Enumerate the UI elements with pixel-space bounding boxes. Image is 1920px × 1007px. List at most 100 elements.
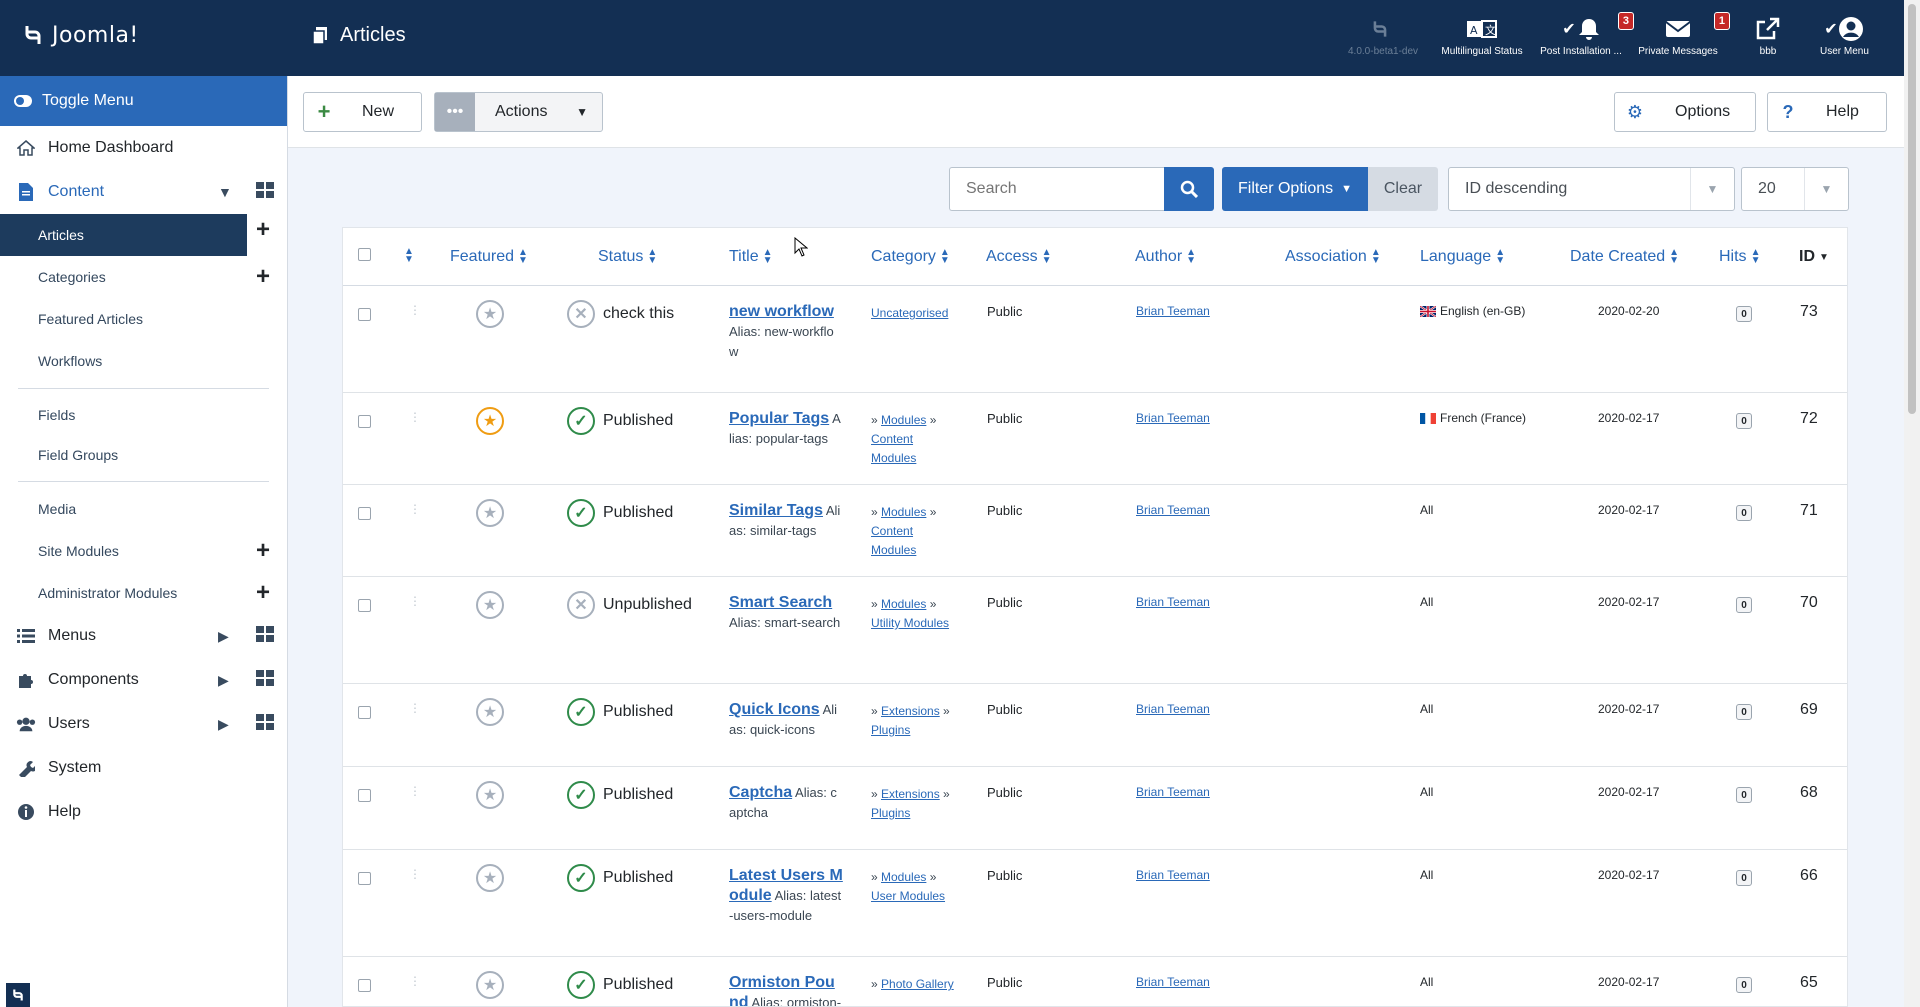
chevron-right-icon[interactable]: ▶: [218, 627, 229, 644]
article-title-link[interactable]: Latest Users Module: [729, 867, 843, 904]
author-link[interactable]: Brian Teeman: [1136, 975, 1210, 989]
row-checkbox[interactable]: [358, 308, 371, 321]
article-title-link[interactable]: new workflow: [729, 303, 834, 320]
row-checkbox[interactable]: [358, 872, 371, 885]
column-language[interactable]: Language ▲ ▼: [1420, 247, 1506, 266]
sidebar-item-articles[interactable]: Articles: [0, 214, 247, 256]
drag-handle-icon[interactable]: ⋮: [409, 974, 421, 988]
post-installation-messages[interactable]: ✔ 3 Post Installation ...: [1538, 12, 1634, 57]
filter-options-button[interactable]: Filter Options ▼: [1222, 167, 1368, 211]
sidebar-item-content[interactable]: Content ▼: [0, 170, 287, 214]
ordering-sort[interactable]: ▲ ▼: [404, 247, 414, 265]
select-all-checkbox[interactable]: [358, 248, 371, 261]
author-link[interactable]: Brian Teeman: [1136, 503, 1210, 517]
author-link[interactable]: Brian Teeman: [1136, 785, 1210, 799]
sidebar-item-users[interactable]: Users ▶: [0, 702, 287, 746]
status-toggle[interactable]: ✓ Published: [567, 499, 673, 527]
drag-handle-icon[interactable]: ⋮: [409, 701, 421, 715]
featured-toggle-icon[interactable]: ★: [476, 499, 504, 527]
author-link[interactable]: Brian Teeman: [1136, 411, 1210, 425]
chevron-right-icon[interactable]: ▶: [218, 715, 229, 732]
sidebar-item-site-modules[interactable]: Site Modules +: [38, 537, 271, 564]
category-link[interactable]: Extensions: [881, 787, 940, 801]
sidebar-item-components[interactable]: Components ▶: [0, 658, 287, 702]
sidebar-item-system[interactable]: System: [0, 746, 287, 790]
article-title-link[interactable]: Captcha: [729, 784, 793, 801]
column-category[interactable]: Category ▲ ▼: [871, 247, 950, 266]
article-title-link[interactable]: Similar Tags: [729, 502, 823, 519]
article-title-link[interactable]: Ormiston Pound: [729, 974, 835, 1007]
category-link[interactable]: Uncategorised: [871, 306, 949, 320]
drag-handle-icon[interactable]: ⋮: [409, 594, 421, 608]
author-link[interactable]: Brian Teeman: [1136, 702, 1210, 716]
category-link[interactable]: Modules: [881, 413, 927, 427]
row-checkbox[interactable]: [358, 979, 371, 992]
category-link[interactable]: User Modules: [871, 889, 946, 903]
toggle-menu-button[interactable]: Toggle Menu: [0, 76, 287, 126]
add-article-icon[interactable]: +: [256, 216, 271, 243]
search-button[interactable]: [1164, 167, 1214, 211]
sidebar-item-menus[interactable]: Menus ▶: [0, 614, 287, 658]
sidebar-item-administrator-modules[interactable]: Administrator Modules +: [38, 579, 271, 606]
category-link[interactable]: Photo Gallery: [881, 977, 954, 991]
category-link[interactable]: Content Modules: [871, 432, 917, 465]
user-menu[interactable]: ✔ User Menu: [1820, 14, 1869, 57]
row-checkbox[interactable]: [358, 599, 371, 612]
add-category-icon[interactable]: +: [256, 263, 271, 290]
column-association[interactable]: Association ▲ ▼: [1285, 247, 1381, 266]
featured-toggle-icon[interactable]: ★: [476, 698, 504, 726]
new-button[interactable]: + New: [303, 92, 422, 132]
column-featured[interactable]: Featured ▲ ▼: [450, 247, 528, 266]
column-date-created[interactable]: Date Created ▲ ▼: [1570, 247, 1680, 266]
author-link[interactable]: Brian Teeman: [1136, 304, 1210, 318]
status-toggle[interactable]: ✓ Published: [567, 781, 673, 809]
site-link[interactable]: bbb: [1748, 14, 1788, 57]
dashboard-grid-icon[interactable]: [256, 625, 274, 647]
drag-handle-icon[interactable]: ⋮: [409, 784, 421, 798]
sidebar-item-workflows[interactable]: Workflows: [38, 353, 103, 369]
featured-toggle-icon[interactable]: ★: [476, 971, 504, 999]
options-button[interactable]: ⚙ Options: [1614, 92, 1756, 132]
private-messages[interactable]: 1 Private Messages: [1636, 12, 1730, 57]
sidebar-item-fields[interactable]: Fields: [38, 407, 76, 423]
sidebar-item-media[interactable]: Media: [38, 501, 77, 517]
joomla-logo[interactable]: Joomla!: [20, 22, 139, 48]
featured-toggle-icon[interactable]: ★: [476, 300, 504, 328]
category-link[interactable]: Modules: [881, 870, 927, 884]
dashboard-grid-icon[interactable]: [256, 181, 274, 203]
clear-button[interactable]: Clear: [1368, 167, 1438, 211]
sidebar-item-categories[interactable]: Categories +: [38, 263, 271, 290]
search-input[interactable]: [949, 167, 1164, 211]
drag-handle-icon[interactable]: ⋮: [409, 303, 421, 317]
dashboard-grid-icon[interactable]: [256, 713, 274, 735]
ordering-select[interactable]: ID descending ▼: [1448, 167, 1735, 211]
sidebar-item-home-dashboard[interactable]: Home Dashboard: [0, 126, 287, 170]
category-link[interactable]: Modules: [881, 505, 927, 519]
row-checkbox[interactable]: [358, 415, 371, 428]
featured-toggle-icon[interactable]: ★: [476, 781, 504, 809]
drag-handle-icon[interactable]: ⋮: [409, 867, 421, 881]
help-button[interactable]: ? Help: [1767, 92, 1887, 132]
featured-toggle-icon[interactable]: ★: [476, 864, 504, 892]
page-scrollbar[interactable]: [1904, 0, 1920, 1007]
chevron-right-icon[interactable]: ▶: [218, 671, 229, 688]
category-link[interactable]: Utility Modules: [871, 616, 950, 630]
column-status[interactable]: Status ▲ ▼: [598, 247, 658, 266]
add-admin-module-icon[interactable]: +: [256, 579, 271, 606]
category-link[interactable]: Plugins: [871, 806, 911, 820]
drag-handle-icon[interactable]: ⋮: [409, 502, 421, 516]
add-site-module-icon[interactable]: +: [256, 537, 271, 564]
column-id[interactable]: ID ▼: [1799, 248, 1829, 265]
category-link[interactable]: Extensions: [881, 704, 940, 718]
limit-select[interactable]: 20 ▼: [1741, 167, 1849, 211]
status-toggle[interactable]: ✕ Unpublished: [567, 591, 692, 619]
sidebar-item-featured-articles[interactable]: Featured Articles: [38, 311, 144, 327]
row-checkbox[interactable]: [358, 789, 371, 802]
chevron-down-icon[interactable]: ▼: [218, 184, 232, 200]
column-title[interactable]: Title ▲ ▼: [729, 247, 773, 266]
status-toggle[interactable]: ✓ Published: [567, 864, 673, 892]
article-title-link[interactable]: Smart Search: [729, 594, 833, 611]
category-link[interactable]: Plugins: [871, 723, 911, 737]
dashboard-grid-icon[interactable]: [256, 669, 274, 691]
